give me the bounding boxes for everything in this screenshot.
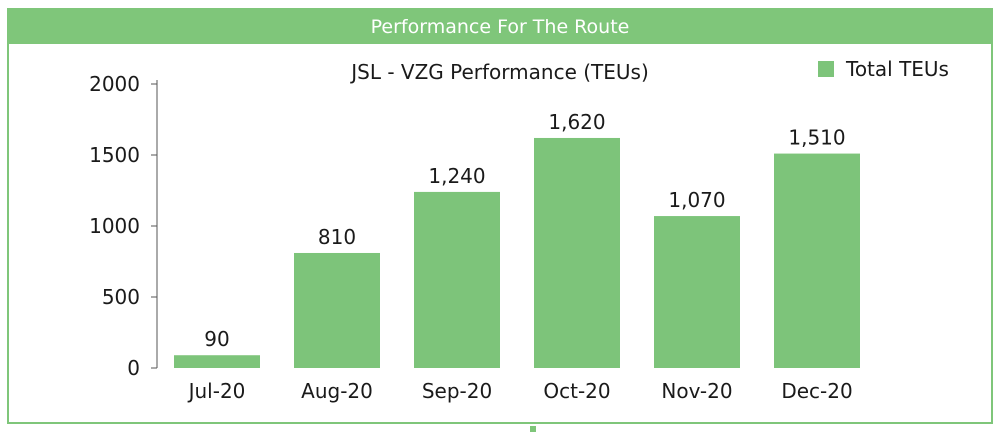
bar-value-label: 1,620 xyxy=(548,110,605,134)
bar xyxy=(654,216,740,368)
y-tick-label: 500 xyxy=(102,285,140,309)
legend-swatch xyxy=(818,61,834,77)
bar xyxy=(174,355,260,368)
y-tick-label: 1500 xyxy=(89,143,140,167)
bar-value-label: 90 xyxy=(204,327,229,351)
y-tick-label: 0 xyxy=(127,356,140,380)
bar-value-label: 1,510 xyxy=(788,126,845,150)
bar xyxy=(534,137,620,368)
chart-title: JSL - VZG Performance (TEUs) xyxy=(349,60,649,84)
bar-value-label: 1,070 xyxy=(668,188,725,212)
x-tick-label: Jul-20 xyxy=(187,379,246,403)
bottom-marker xyxy=(530,426,536,432)
x-tick-label: Sep-20 xyxy=(422,379,492,403)
bar xyxy=(774,153,860,368)
bar-value-label: 810 xyxy=(318,225,356,249)
x-tick-label: Oct-20 xyxy=(543,379,610,403)
bar xyxy=(414,191,500,368)
x-tick-label: Nov-20 xyxy=(661,379,732,403)
y-tick-label: 2000 xyxy=(89,72,140,96)
bar xyxy=(294,252,380,368)
panel-header: Performance For The Route xyxy=(9,10,991,44)
y-tick-label: 1000 xyxy=(89,214,140,238)
bar-value-label: 1,240 xyxy=(428,164,485,188)
legend-label: Total TEUs xyxy=(845,57,949,81)
x-tick-label: Dec-20 xyxy=(781,379,852,403)
x-tick-label: Aug-20 xyxy=(301,379,373,403)
